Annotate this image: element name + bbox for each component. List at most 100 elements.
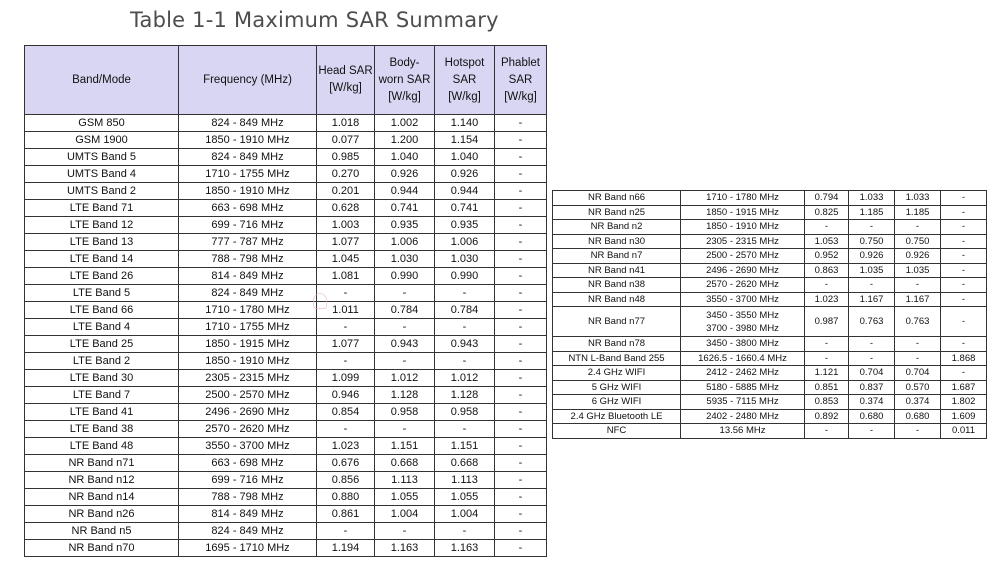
table-row: LTE Band 71 663 - 698 MHz 0.628 0.741 0.741- <box>24 199 547 217</box>
cell-head-sar: 0.892 <box>804 408 849 424</box>
cell-frequency: 1850 - 1915 MHz <box>178 335 317 353</box>
cell-frequency: 2496 - 2690 MHz <box>178 403 317 421</box>
cell-body-worn-sar: 1.163 <box>374 539 435 557</box>
cell-head-sar: - <box>316 318 375 336</box>
table-row: NR Band n70 1695 - 1710 MHz 1.194 1.163 1.16… <box>24 539 547 557</box>
cell-hotspot-sar: - <box>434 284 495 302</box>
cell-frequency: 814 - 849 MHz <box>178 267 317 285</box>
cell-frequency: 699 - 716 MHz <box>178 216 317 234</box>
cell-band: LTE Band 48 <box>24 437 179 455</box>
cell-hotspot-sar: 0.704 <box>894 365 941 381</box>
cell-band: NR Band n38 <box>552 277 681 293</box>
cell-hotspot-sar: 1.033 <box>894 190 941 206</box>
cell-head-sar: 0.077 <box>316 131 375 149</box>
cell-head-sar: 1.121 <box>804 365 849 381</box>
table-row: LTE Band 41 2496 - 2690 MHz 0.854 0.958 0.95… <box>24 403 547 421</box>
cell-phablet-sar: - <box>494 301 547 319</box>
cell-frequency: 663 - 698 MHz <box>178 199 317 217</box>
cell-head-sar: 1.003 <box>316 216 375 234</box>
cell-phablet-sar: - <box>940 233 987 249</box>
cell-body-worn-sar: 0.990 <box>374 267 435 285</box>
cell-phablet-sar: 1.868 <box>940 350 987 366</box>
table-row: NR Band n2 1850 - 1910 MHz - - - - <box>552 219 987 235</box>
cell-band: UMTS Band 2 <box>24 182 179 200</box>
cell-body-worn-sar: 0.374 <box>848 394 895 410</box>
cell-frequency: 1850 - 1910 MHz <box>178 131 317 149</box>
cell-head-sar: 1.018 <box>316 114 375 132</box>
table-body-right-a: NR Band n66 1710 - 1780 MHz 0.794 1.033 1.03… <box>552 190 987 307</box>
cell-body-worn-sar: 1.002 <box>374 114 435 132</box>
table-row: LTE Band 7 2500 - 2570 MHz 0.946 1.128 1.128… <box>24 386 547 404</box>
cell-head-sar: 1.077 <box>316 233 375 251</box>
cell-hotspot-sar: 0.668 <box>434 454 495 472</box>
cell-band: NR Band n5 <box>24 522 179 540</box>
cell-band: LTE Band 25 <box>24 335 179 353</box>
table-row: LTE Band 14 788 - 798 MHz 1.045 1.030 1.030- <box>24 250 547 268</box>
cell-band: 5 GHz WIFI <box>552 379 681 395</box>
cell-band: LTE Band 12 <box>24 216 179 234</box>
cell-hotspot-sar: 1.154 <box>434 131 495 149</box>
cell-body-worn-sar: - <box>374 420 435 438</box>
cell-frequency: 5935 - 7115 MHz <box>680 394 805 410</box>
table-row: 2.4 GHz Bluetooth LE 2402 - 2480 MHz 0.892… <box>552 408 987 424</box>
cell-body-worn-sar: 0.943 <box>374 335 435 353</box>
cell-band: NR Band n12 <box>24 471 179 489</box>
table-row: LTE Band 2 1850 - 1910 MHz - - - - <box>24 352 547 370</box>
cell-frequency: 699 - 716 MHz <box>178 471 317 489</box>
cell-frequency: 777 - 787 MHz <box>178 233 317 251</box>
cell-body-worn-sar: 1.128 <box>374 386 435 404</box>
table-row: NR Band n66 1710 - 1780 MHz 0.794 1.033 1.03… <box>552 190 987 206</box>
cell-head-sar: 0.861 <box>316 505 375 523</box>
table-row: UMTS Band 4 1710 - 1755 MHz 0.270 0.926 0.92… <box>24 165 547 183</box>
cell-phablet-sar: 1.687 <box>940 379 987 395</box>
cell-body-worn-sar: 0.958 <box>374 403 435 421</box>
cell-hotspot-sar: 1.151 <box>434 437 495 455</box>
table-row: LTE Band 30 2305 - 2315 MHz 1.099 1.012 1.01… <box>24 369 547 387</box>
cell-hotspot-sar: - <box>434 318 495 336</box>
cell-band: 6 GHz WIFI <box>552 394 681 410</box>
cell-head-sar: - <box>804 277 849 293</box>
table-row: 5 GHz WIFI 5180 - 5885 MHz 0.851 0.837 0.570… <box>552 379 987 395</box>
table-row: LTE Band 38 2570 - 2620 MHz - - - - <box>24 420 547 438</box>
cell-hotspot-sar: 1.040 <box>434 148 495 166</box>
cell-head-sar: 1.053 <box>804 233 849 249</box>
table-row: NR Band n78 3450 - 3800 MHz - - - - <box>552 336 987 352</box>
cell-hotspot-sar: 0.926 <box>894 248 941 264</box>
cell-hotspot-sar: 0.763 <box>894 306 941 337</box>
cell-hotspot-sar: 0.374 <box>894 394 941 410</box>
table-row: NR Band n25 1850 - 1915 MHz 0.825 1.185 1.18… <box>552 204 987 220</box>
cell-body-worn-sar: 0.668 <box>374 454 435 472</box>
table-row: NR Band n14 788 - 798 MHz 0.880 1.055 1.055- <box>24 488 547 506</box>
cell-hotspot-sar: 1.163 <box>434 539 495 557</box>
cell-head-sar: - <box>316 522 375 540</box>
cell-body-worn-sar: 0.704 <box>848 365 895 381</box>
cell-head-sar: - <box>804 350 849 366</box>
cell-head-sar: 1.045 <box>316 250 375 268</box>
cell-body-worn-sar: 0.837 <box>848 379 895 395</box>
cell-band: LTE Band 4 <box>24 318 179 336</box>
cell-frequency: 663 - 698 MHz <box>178 454 317 472</box>
cell-band: LTE Band 26 <box>24 267 179 285</box>
cell-hotspot-sar: - <box>894 277 941 293</box>
header-phablet-sar: Phablet SAR [W/kg] <box>494 45 547 115</box>
cell-frequency: 5180 - 5885 MHz <box>680 379 805 395</box>
cell-head-sar: 0.952 <box>804 248 849 264</box>
cell-band: UMTS Band 4 <box>24 165 179 183</box>
cell-head-sar: 0.987 <box>804 306 849 337</box>
header-body-worn-sar: Body-worn SAR [W/kg] <box>374 45 435 115</box>
cell-band: NR Band n30 <box>552 233 681 249</box>
cell-frequency: 1850 - 1910 MHz <box>680 219 805 235</box>
cell-hotspot-sar: 0.958 <box>434 403 495 421</box>
cell-frequency: 814 - 849 MHz <box>178 505 317 523</box>
cell-head-sar: 1.099 <box>316 369 375 387</box>
table-row: LTE Band 48 3550 - 3700 MHz 1.023 1.151 1.15… <box>24 437 547 455</box>
cell-phablet-sar: - <box>940 219 987 235</box>
cell-hotspot-sar: 0.741 <box>434 199 495 217</box>
table-row: UMTS Band 2 1850 - 1910 MHz 0.201 0.944 0.94… <box>24 182 547 200</box>
cell-frequency: 824 - 849 MHz <box>178 114 317 132</box>
cell-band: LTE Band 41 <box>24 403 179 421</box>
cell-body-worn-sar: 0.680 <box>848 408 895 424</box>
cell-frequency: 788 - 798 MHz <box>178 250 317 268</box>
cell-phablet-sar: - <box>494 352 547 370</box>
cell-frequency: 3550 - 3700 MHz <box>680 291 805 307</box>
